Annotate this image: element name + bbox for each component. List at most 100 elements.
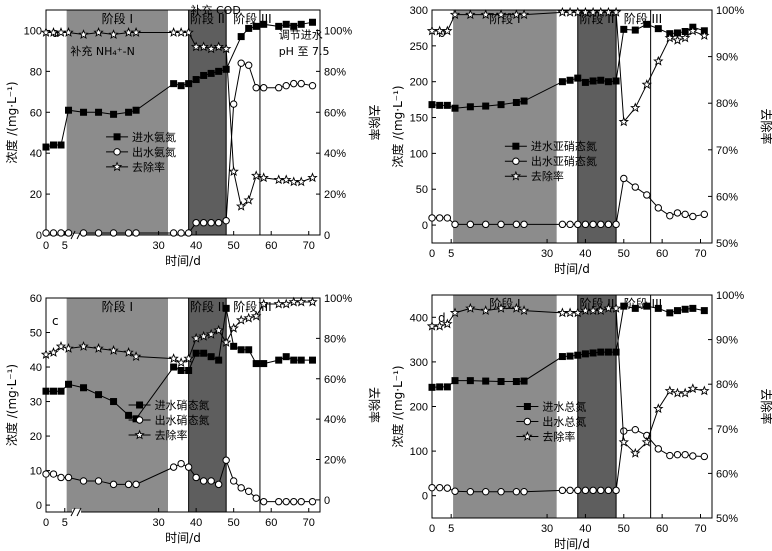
data-point xyxy=(511,302,522,313)
legend-label: 进水硝态氮 xyxy=(155,398,210,412)
stage-label: 阶段 I xyxy=(102,299,133,314)
legend-label: 进水总氮 xyxy=(542,400,586,414)
series-star xyxy=(426,6,710,127)
legend-label: 去除率 xyxy=(542,430,575,444)
data-point xyxy=(288,296,299,307)
data-point xyxy=(449,9,461,20)
data-point xyxy=(495,9,507,20)
data-point xyxy=(512,98,520,106)
data-point xyxy=(436,383,444,391)
data-point xyxy=(281,174,292,185)
data-point xyxy=(566,220,574,229)
y2-tick-label: 90% xyxy=(716,52,738,64)
data-point xyxy=(57,473,65,482)
data-point xyxy=(63,343,74,353)
data-point xyxy=(177,229,185,237)
data-point xyxy=(443,383,451,391)
annotation-text: pH 至 7.5 xyxy=(279,45,330,58)
data-point xyxy=(297,20,305,28)
data-point xyxy=(557,6,568,17)
data-point xyxy=(612,220,620,229)
data-point xyxy=(282,20,290,28)
series-circle xyxy=(428,174,709,229)
series-circle xyxy=(42,456,317,506)
data-point xyxy=(207,477,215,485)
y2-tick-label: 80% xyxy=(324,66,346,78)
data-point xyxy=(258,298,269,309)
y2-tick-label: 80% xyxy=(716,379,738,391)
data-point xyxy=(215,67,223,75)
x-tick-label: 0 xyxy=(429,523,435,535)
data-point xyxy=(296,176,307,187)
data-point xyxy=(220,43,232,54)
data-point xyxy=(237,33,245,41)
axis-break-gap xyxy=(72,232,82,238)
data-point xyxy=(610,6,622,17)
data-point xyxy=(497,220,505,229)
axis-break-mark xyxy=(70,507,76,517)
y-axis-label: 浓度 /(mg·L⁻¹) xyxy=(4,364,19,446)
data-point xyxy=(597,486,605,495)
y2-tick-label: 40% xyxy=(324,414,346,426)
data-point xyxy=(222,65,230,73)
data-point xyxy=(631,183,639,191)
y-tick-label: 0 xyxy=(36,500,42,512)
data-point xyxy=(228,322,239,333)
data-point xyxy=(192,76,200,84)
data-point xyxy=(481,220,490,229)
data-point xyxy=(434,320,445,331)
data-point xyxy=(679,387,691,398)
data-point xyxy=(230,342,238,350)
data-point xyxy=(229,100,238,108)
data-point xyxy=(465,302,476,313)
x-tick-label: 30 xyxy=(152,517,164,529)
data-point xyxy=(436,101,444,109)
data-point xyxy=(700,307,708,315)
chart-panel-d: 阶段 I 阶段 II 阶段 IIId010020030040050%60%70%80… xyxy=(390,290,772,551)
data-point xyxy=(282,81,290,90)
series-square xyxy=(428,302,708,391)
data-point xyxy=(229,477,238,485)
data-point xyxy=(57,141,65,149)
data-point xyxy=(482,102,490,110)
data-point xyxy=(466,487,475,496)
data-point xyxy=(275,84,283,92)
data-point xyxy=(273,174,284,185)
y-tick-label: 30 xyxy=(30,397,42,409)
data-point xyxy=(192,219,200,227)
data-point xyxy=(252,22,260,30)
data-point xyxy=(480,305,491,316)
data-point xyxy=(63,27,74,37)
data-point xyxy=(443,214,452,222)
data-point xyxy=(589,77,597,85)
data-point xyxy=(451,104,459,112)
x-tick-label: 40 xyxy=(190,240,202,252)
data-point xyxy=(497,487,505,496)
data-point xyxy=(251,170,262,181)
data-point xyxy=(183,27,194,37)
data-point xyxy=(558,486,567,495)
x-tick-label: 70 xyxy=(694,523,706,535)
data-point xyxy=(290,22,298,30)
y-axis-label: 浓度 /(mg·L⁻¹) xyxy=(4,81,19,163)
data-point xyxy=(435,483,444,492)
annotation-text: 补充 NH₄⁺-N xyxy=(70,44,134,58)
data-point xyxy=(700,452,709,461)
data-point xyxy=(184,229,193,237)
data-point xyxy=(654,204,663,212)
data-point xyxy=(604,348,612,356)
data-point xyxy=(442,25,453,36)
y-tick-label: 20 xyxy=(30,431,42,443)
data-point xyxy=(65,106,73,114)
plot-frame xyxy=(431,9,713,244)
y2-tick-label: 20% xyxy=(324,189,346,201)
data-point xyxy=(190,332,202,343)
x-tick-label: 70 xyxy=(303,240,315,252)
stage-label: 阶段 III xyxy=(624,11,662,26)
data-point xyxy=(205,328,217,339)
x-tick-label: 40 xyxy=(190,517,202,529)
data-point xyxy=(520,220,528,229)
x-tick-label: 5 xyxy=(62,240,68,252)
data-point xyxy=(687,383,699,394)
y2-tick-label: 20% xyxy=(324,455,346,467)
